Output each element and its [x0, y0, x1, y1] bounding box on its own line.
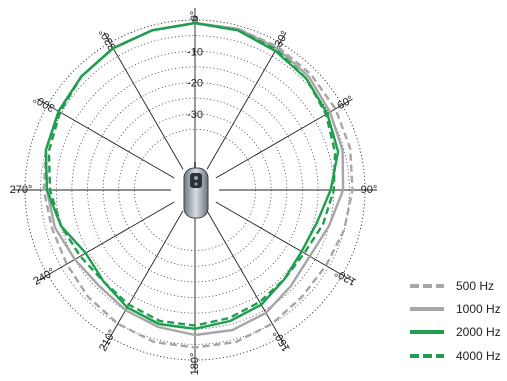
- legend-item: 1000 Hz: [410, 297, 505, 320]
- angle-spoke: [103, 32, 184, 170]
- legend-label: 1000 Hz: [456, 302, 501, 317]
- legend-swatch-1000hz: [410, 307, 444, 312]
- legend-label: 500 Hz: [456, 278, 495, 293]
- angle-spoke: [206, 210, 287, 348]
- legend-item: 2000 Hz: [410, 321, 505, 344]
- angle-spokes: [13, 8, 377, 372]
- angle-label: 180°: [189, 353, 201, 376]
- radial-label: -20: [187, 78, 203, 90]
- legend: 500 Hz 1000 Hz 2000 Hz 4000 Hz: [410, 274, 505, 368]
- series-line-3: [47, 21, 337, 327]
- angle-spoke: [206, 32, 287, 170]
- legend-label: 2000 Hz: [456, 325, 501, 340]
- radial-label: 0: [192, 15, 198, 27]
- angle-spoke: [215, 201, 353, 282]
- angle-label: 60°: [335, 94, 355, 113]
- angle-label: 0°: [189, 11, 201, 22]
- angle-label: 240°: [31, 266, 57, 288]
- series-lines: [42, 21, 354, 349]
- angle-spoke: [103, 210, 184, 348]
- radial-labels: 0 -10 -20 -30: [187, 15, 203, 121]
- headset-microphone-icon: [183, 162, 209, 219]
- angle-spoke: [37, 201, 175, 282]
- legend-swatch-4000hz: [410, 353, 444, 358]
- angle-label: 90°: [361, 184, 378, 196]
- angle-label: 150°: [271, 328, 293, 354]
- angle-label: 210°: [97, 328, 119, 354]
- series-line-2: [44, 21, 340, 330]
- angle-label: 270°: [10, 184, 33, 196]
- legend-label: 4000 Hz: [456, 348, 501, 363]
- angle-label: 120°: [333, 266, 359, 288]
- radial-label: -30: [187, 109, 203, 121]
- legend-item: 4000 Hz: [410, 344, 505, 367]
- angle-spoke: [37, 98, 175, 179]
- legend-swatch-500hz: [410, 283, 444, 288]
- legend-item: 500 Hz: [410, 274, 505, 297]
- legend-swatch-2000hz: [410, 330, 444, 335]
- radial-label: -10: [187, 46, 203, 58]
